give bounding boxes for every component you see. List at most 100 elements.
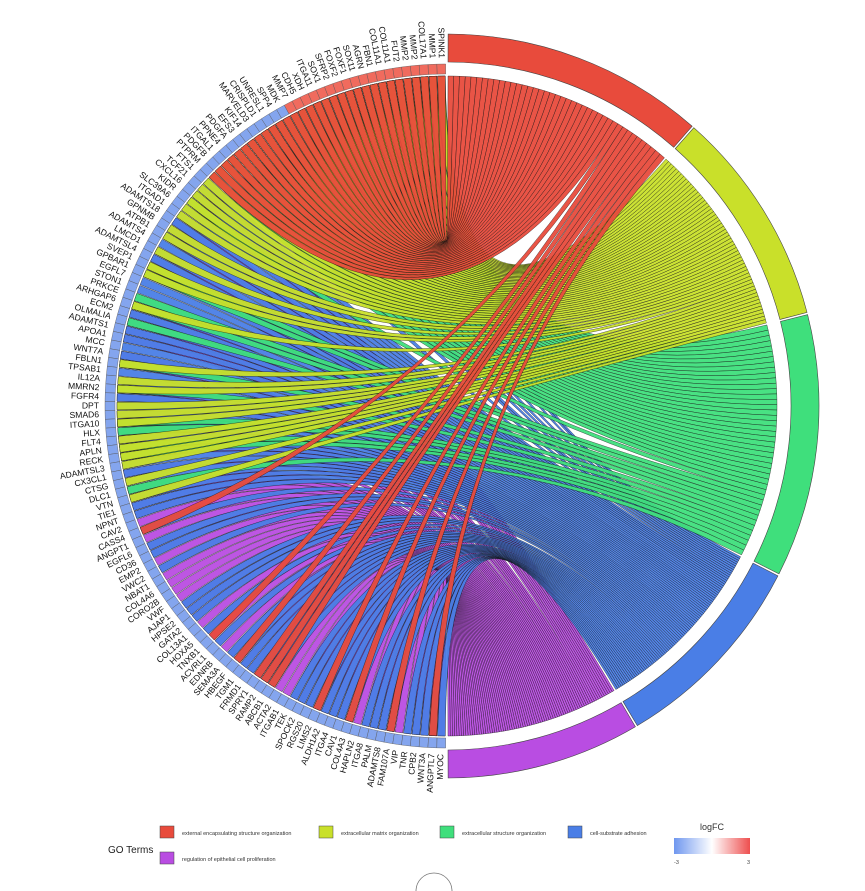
- gene-block: [212, 150, 227, 165]
- logfc-gradient-bar: [674, 838, 750, 854]
- gene-block: [117, 305, 130, 318]
- gene-block: [357, 726, 370, 739]
- chord-ribbon: [220, 114, 609, 276]
- gene-block: [131, 535, 146, 548]
- legend-title: GO Terms: [108, 845, 153, 856]
- legend-swatch-term-1: [159, 825, 175, 839]
- chord-ribbon: [202, 177, 737, 314]
- chord-ribbon: [411, 76, 472, 242]
- gene-block: [161, 588, 175, 602]
- gene-block: [105, 374, 117, 385]
- chord-ribbon: [146, 261, 751, 340]
- chord-ribbon: [394, 77, 483, 243]
- gene-label: MMP2: [408, 34, 420, 60]
- gene-block: [225, 139, 240, 154]
- gene-block: [239, 669, 253, 684]
- chord-ribbon: [345, 82, 517, 247]
- gene-block: [205, 156, 220, 171]
- chord-ribbon: [247, 104, 588, 267]
- legend-label-term-4: cell-substrate adhesion: [590, 831, 647, 837]
- logfc-min-label: -3: [674, 860, 679, 866]
- chord-ribbon: [176, 210, 745, 325]
- gene-block: [232, 664, 246, 679]
- gene-block: [410, 735, 421, 748]
- chord-ribbons: [116, 75, 778, 737]
- gene-block: [239, 128, 253, 143]
- gene-label: TPSAB1: [68, 361, 102, 374]
- chord-ribbon: [154, 246, 750, 336]
- gene-block: [307, 709, 321, 723]
- chord-ribbon: [227, 112, 604, 273]
- chord-ribbon: [186, 196, 742, 321]
- gene-logfc-blocks: [104, 63, 446, 749]
- gene-block: [349, 723, 361, 737]
- chord-ribbon: [143, 269, 764, 506]
- legend-swatch-term-4: [567, 825, 583, 839]
- gene-block: [340, 77, 353, 91]
- gene-label: FBLN1: [75, 352, 103, 365]
- go-term-arc-5: [447, 702, 636, 779]
- gene-label: MYOC: [435, 754, 445, 780]
- chord-ribbon: [345, 146, 656, 723]
- gene-block: [375, 730, 387, 743]
- legend-label-term-2: extracellular matrix organization: [341, 831, 419, 837]
- gene-block: [418, 64, 429, 76]
- gene-block: [268, 109, 282, 123]
- gene-block: [106, 435, 118, 446]
- gene-label: MMP2: [398, 35, 411, 61]
- chord-ribbon: [361, 80, 506, 246]
- gene-label: ITGA10: [70, 418, 100, 430]
- chord-ribbon: [267, 98, 572, 261]
- gene-block: [324, 715, 337, 729]
- gene-block: [176, 609, 191, 623]
- gene-block: [113, 322, 126, 334]
- logfc-scale-title: logFC: [700, 822, 725, 832]
- chord-ribbon: [124, 315, 766, 487]
- gene-label: FBN1: [361, 44, 376, 68]
- gene-block: [261, 113, 275, 128]
- gene-block: [115, 486, 128, 499]
- chord-ribbon: [403, 76, 477, 243]
- gene-label: VTN: [95, 498, 114, 512]
- chord-ribbon: [121, 312, 765, 470]
- chord-ribbon: [313, 142, 652, 711]
- gene-block: [324, 83, 337, 97]
- chord-ribbon: [275, 96, 567, 259]
- chord-ribbon: [150, 496, 669, 653]
- gene-label: MMRN2: [68, 381, 100, 393]
- gene-block: [111, 469, 124, 481]
- gene-block: [187, 175, 202, 190]
- gene-block: [401, 65, 412, 78]
- gene-block: [261, 684, 275, 699]
- gene-block: [246, 674, 260, 689]
- gene-block: [332, 80, 345, 94]
- chord-ribbon: [197, 184, 739, 316]
- gene-block: [366, 71, 378, 84]
- gene-block: [436, 63, 446, 75]
- gene-block: [128, 527, 142, 540]
- chord-ribbon: [328, 84, 529, 250]
- gene-block: [104, 401, 116, 411]
- gene-label: ANGPTL7: [425, 753, 437, 793]
- gene-block: [113, 478, 126, 490]
- chord-ribbon: [117, 417, 753, 536]
- chord-ribbon: [146, 493, 671, 651]
- gene-block: [246, 123, 260, 138]
- chord-ribbon: [191, 519, 663, 658]
- gene-block: [108, 348, 120, 360]
- gene-block: [161, 210, 175, 224]
- gene-block: [171, 195, 186, 210]
- chord-ribbon: [297, 90, 551, 255]
- gene-label: APLN: [79, 445, 103, 458]
- gene-block: [122, 511, 136, 524]
- gene-block: [151, 573, 166, 588]
- chord-ribbon: [116, 292, 759, 411]
- chord-ribbon: [253, 102, 583, 265]
- gene-block: [199, 635, 214, 650]
- gene-label: PALM: [359, 744, 374, 768]
- gene-label: COL17A1: [416, 21, 429, 60]
- gene-block: [104, 410, 116, 420]
- gene-block: [166, 595, 180, 610]
- gene-block: [357, 73, 370, 86]
- gene-block: [253, 118, 268, 133]
